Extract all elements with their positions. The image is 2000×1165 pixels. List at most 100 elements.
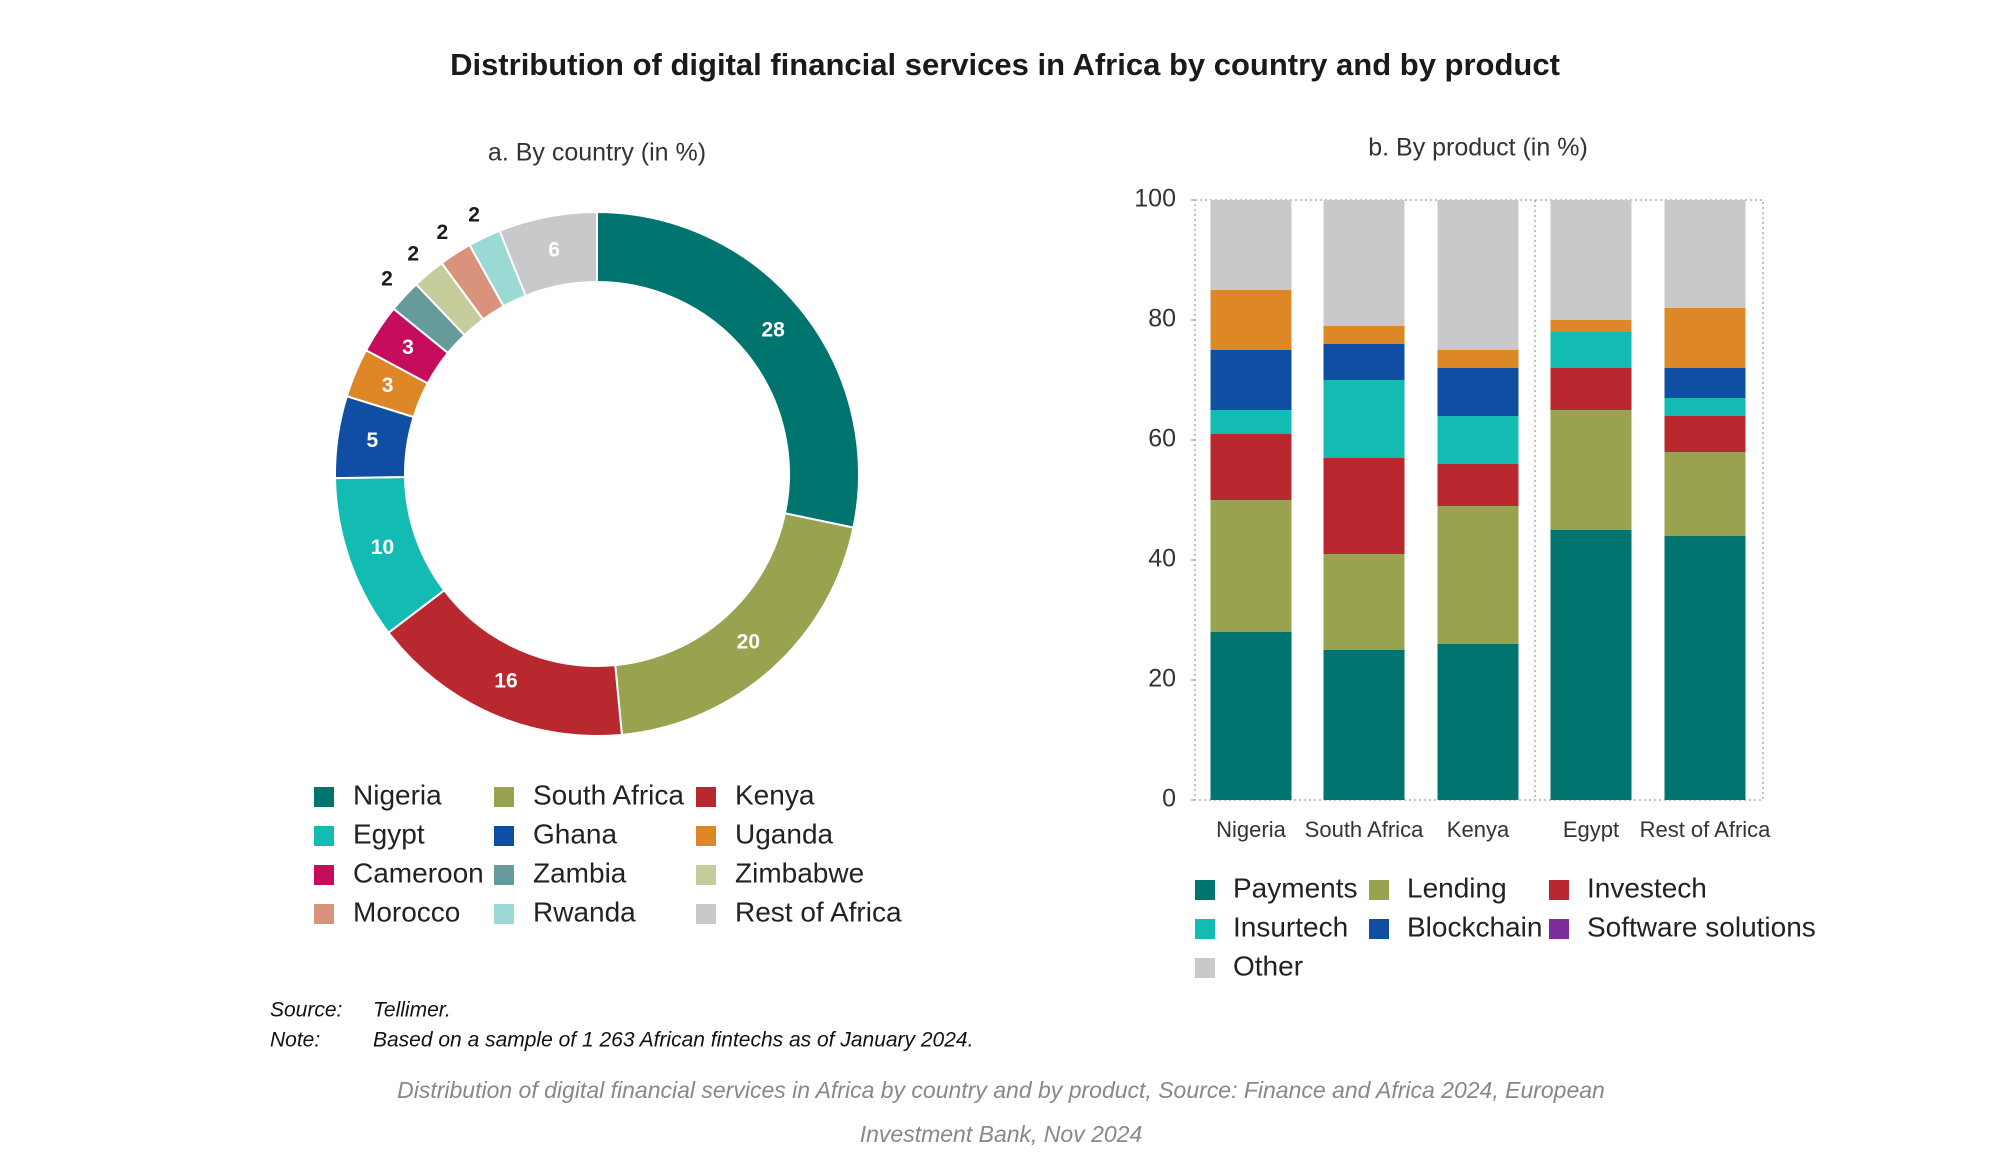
data-label: 2	[437, 221, 449, 244]
bar-segment	[1437, 368, 1519, 416]
legend-label: Cameroon	[353, 857, 484, 888]
legend-label: Blockchain	[1407, 911, 1542, 942]
data-label: 16	[494, 670, 517, 693]
bar-segment	[1210, 410, 1292, 434]
bar-segment	[1664, 416, 1746, 452]
data-label: 2	[407, 242, 419, 265]
bar-segment	[1664, 308, 1746, 368]
legend-swatch	[494, 904, 514, 924]
data-label: 6	[548, 239, 560, 262]
bar-segment	[1210, 632, 1292, 800]
legend-label: Rest of Africa	[735, 896, 902, 927]
bar-segment	[1323, 200, 1405, 326]
legend-label: Morocco	[353, 896, 460, 927]
legend-label: Zimbabwe	[735, 857, 864, 888]
legend-label: Investech	[1587, 872, 1707, 903]
legend-swatch	[1195, 919, 1215, 939]
subtitle: a. By country (in %)	[488, 139, 706, 167]
bar-segment	[1323, 650, 1405, 800]
data-label: 5	[366, 429, 378, 452]
bar-segment	[1323, 458, 1405, 554]
legend-swatch	[494, 826, 514, 846]
legend-label: Ghana	[533, 818, 617, 849]
legend-label: Egypt	[353, 818, 425, 849]
legend-label: Software solutions	[1587, 911, 1816, 942]
y-tick-label: 40	[1148, 545, 1176, 573]
bar-segment	[1210, 290, 1292, 350]
bar-segment	[1550, 530, 1632, 800]
legend-label: Nigeria	[353, 779, 442, 810]
bar-segment	[1437, 416, 1519, 464]
bar-segment	[1210, 434, 1292, 500]
x-tick-label: Rest of Africa	[1640, 817, 1772, 842]
data-label: 20	[737, 631, 760, 654]
note-label: Note:	[270, 1029, 320, 1052]
bar-segment	[1323, 380, 1405, 458]
source-label: Source:	[270, 999, 342, 1022]
data-label: 10	[371, 536, 394, 559]
legend-swatch	[314, 826, 334, 846]
legend-label: Kenya	[735, 779, 815, 810]
y-tick-label: 80	[1148, 305, 1176, 333]
bar-segment	[1664, 398, 1746, 416]
bar-segment	[1664, 536, 1746, 800]
legend-swatch	[1195, 880, 1215, 900]
legend-label: Lending	[1407, 872, 1507, 903]
data-label: 2	[468, 203, 480, 226]
data-label: 3	[402, 336, 414, 359]
legend-swatch	[314, 904, 334, 924]
bar-segment	[1664, 452, 1746, 536]
x-tick-label: Nigeria	[1216, 817, 1286, 842]
bar-segment	[1664, 368, 1746, 398]
legend-swatch	[314, 787, 334, 807]
legend-label: South Africa	[533, 779, 684, 810]
y-tick-label: 20	[1148, 665, 1176, 693]
donut-slice	[498, 210, 598, 298]
legend-label: Payments	[1233, 872, 1358, 903]
y-tick-label: 60	[1148, 425, 1176, 453]
legend-swatch	[1195, 958, 1215, 978]
bar-segment	[1323, 326, 1405, 344]
legend-label: Zambia	[533, 857, 627, 888]
x-tick-label: South Africa	[1305, 817, 1424, 842]
legend-swatch	[1549, 919, 1569, 939]
legend-label: Rwanda	[533, 896, 636, 927]
bar-segment	[1550, 410, 1632, 530]
bar-segment	[1550, 320, 1632, 332]
source-text: Tellimer.	[373, 999, 451, 1022]
donut-slice	[614, 512, 855, 736]
bar-segment	[1550, 200, 1632, 320]
bar-segment	[1437, 644, 1519, 800]
data-label: 2	[381, 267, 393, 290]
legend-swatch	[1369, 919, 1389, 939]
x-tick-label: Egypt	[1563, 817, 1619, 842]
data-label: 3	[382, 374, 394, 397]
legend-swatch	[494, 787, 514, 807]
bar-segment	[1437, 350, 1519, 368]
donut-slice	[596, 210, 860, 529]
legend-swatch	[696, 826, 716, 846]
x-tick-label: Kenya	[1447, 817, 1510, 842]
legend-label: Insurtech	[1233, 911, 1348, 942]
legend-swatch	[696, 787, 716, 807]
caption: Investment Bank, Nov 2024	[860, 1121, 1143, 1147]
caption: Distribution of digital financial servic…	[397, 1077, 1605, 1103]
bar-segment	[1550, 332, 1632, 368]
bar-segment	[1210, 350, 1292, 410]
donut-slice	[387, 588, 623, 737]
legend-label: Other	[1233, 950, 1303, 981]
y-tick-label: 0	[1162, 785, 1176, 813]
legend-swatch	[494, 865, 514, 885]
subtitle: b. By product (in %)	[1368, 134, 1588, 162]
bar-segment	[1437, 464, 1519, 506]
legend-swatch	[696, 904, 716, 924]
legend-label: Uganda	[735, 818, 834, 849]
y-tick-label: 100	[1134, 185, 1176, 213]
bar-segment	[1323, 344, 1405, 380]
data-label: 28	[762, 318, 786, 341]
bar-segment	[1550, 368, 1632, 410]
title: Distribution of digital financial servic…	[450, 47, 1560, 82]
bar-segment	[1210, 500, 1292, 632]
bar-segment	[1210, 200, 1292, 290]
